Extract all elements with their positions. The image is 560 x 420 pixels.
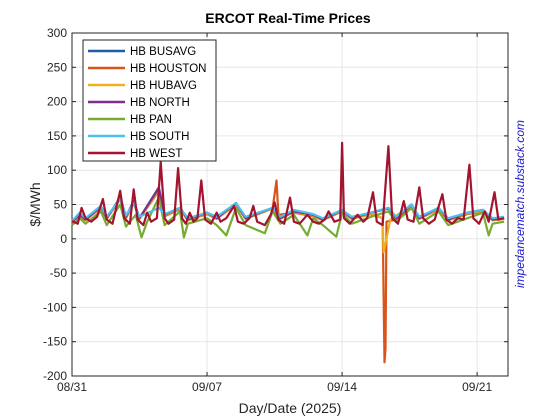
y-tick-label: -200 (43, 369, 67, 383)
legend-box (82, 39, 217, 162)
x-tick-label: 09/14 (327, 380, 357, 394)
x-tick-label: 09/07 (192, 380, 222, 394)
legend-label-hb-pan: HB PAN (130, 114, 172, 126)
y-tick-label: 300 (47, 26, 67, 40)
legend-label-hb-hubavg: HB HUBAVG (130, 80, 197, 92)
x-tick-labels: 08/31 09/07 09/14 09/21 (57, 380, 492, 394)
y-tick-label: 250 (47, 60, 67, 74)
y-tick-label: -50 (50, 266, 68, 280)
legend-label-hb-busavg: HB BUSAVG (130, 46, 196, 58)
y-tick-label: 100 (47, 163, 67, 177)
x-tick-label: 09/21 (462, 380, 492, 394)
y-tick-label: -100 (43, 300, 67, 314)
credit-text: impedancematch.substack.com (513, 120, 527, 288)
legend-label-hb-west: HB WEST (130, 148, 182, 160)
series-line-hb-west (71, 141, 505, 227)
y-axis-label: $/MWh (27, 182, 43, 226)
x-tick-label: 08/31 (57, 380, 87, 394)
legend-label-hb-houston: HB HOUSTON (130, 63, 206, 75)
y-tick-label: 150 (47, 129, 67, 143)
x-axis-label: Day/Date (2025) (239, 400, 342, 416)
legend-label-hb-south: HB SOUTH (130, 131, 189, 143)
axis-ticks (71, 32, 508, 377)
series-line-hb-pan (71, 196, 505, 239)
chart-title: ERCOT Real-Time Prices (205, 10, 371, 26)
legend-label-hb-north: HB NORTH (130, 97, 190, 109)
y-tick-label: 0 (60, 232, 67, 246)
y-tick-labels: 300 250 200 150 100 50 0 -50 -100 -150 -200 (43, 26, 67, 383)
legend[interactable]: HB BUSAVG HB HOUSTON HB HUBAVG HB NORTH HB P… (82, 39, 217, 162)
y-tick-label: -150 (43, 335, 67, 349)
y-tick-label: 50 (54, 198, 68, 212)
y-tick-label: 200 (47, 95, 67, 109)
series-group (71, 141, 505, 364)
